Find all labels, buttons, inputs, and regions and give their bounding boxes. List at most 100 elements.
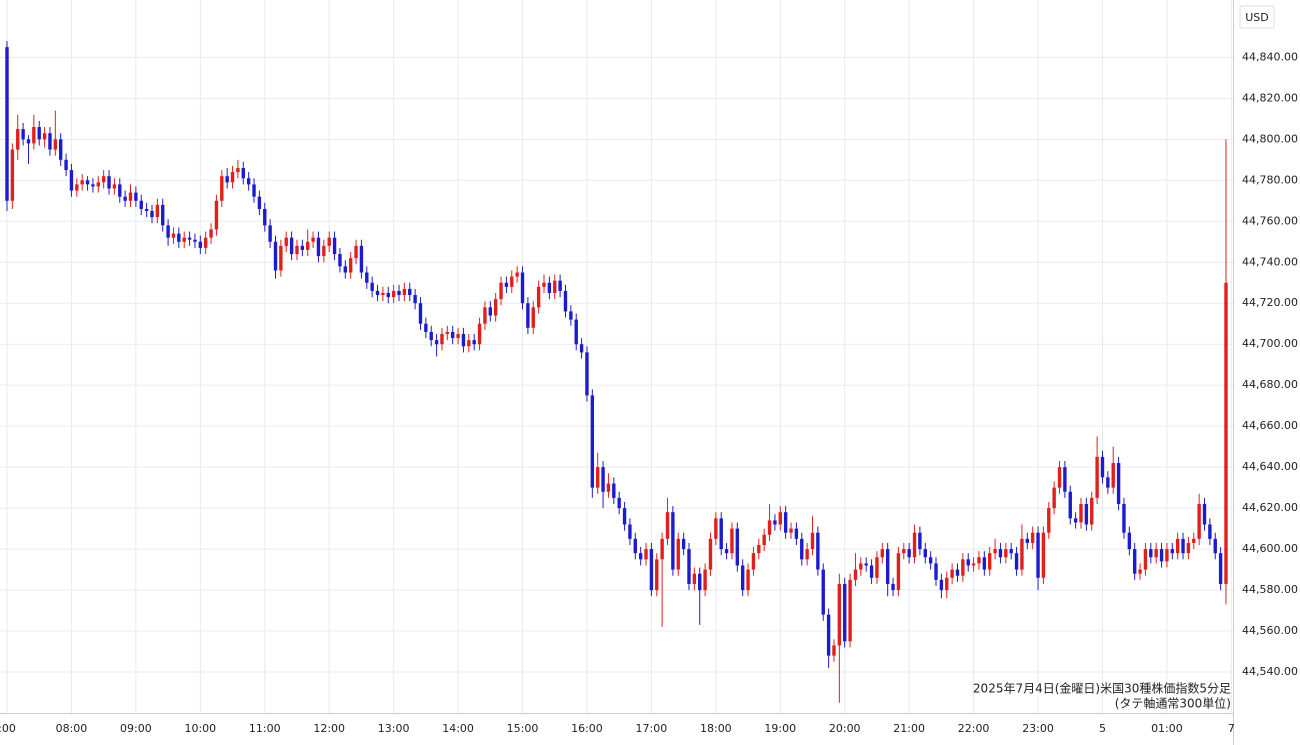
candle-body [837,583,842,646]
candle-body [928,557,933,564]
candle-body [316,237,321,257]
candle-body [236,168,240,173]
candle-body [150,211,154,218]
candle-body [306,241,310,250]
candle-body [214,200,219,230]
x-tick-label: 11:00 [249,722,281,735]
candle-body [343,266,348,273]
candle-body [246,178,251,185]
candle-body [510,276,514,287]
candle-body [767,520,772,535]
candle-body [714,518,718,539]
candle-body [408,288,412,296]
candle-body [757,544,761,554]
candle-body [1047,508,1051,533]
candle-body [332,237,337,255]
candle-body [558,280,562,291]
candle-body [1014,553,1019,570]
x-tick-label: 17:00 [636,722,668,735]
candle-body [1192,538,1196,543]
candle-body [359,245,364,273]
x-tick-label: :00 [0,722,16,735]
x-tick-label: 5 [1099,722,1106,735]
candle-body [1165,549,1169,562]
candle-body [665,512,670,539]
candle-body [467,340,471,347]
candle-body [429,331,433,341]
candle-body [209,229,213,238]
candle-body [800,538,804,560]
y-tick-label: 44,840.00 [1242,50,1298,63]
candles [5,40,1228,703]
candle-body [649,549,654,591]
candle-body [91,184,95,187]
candle-body [762,534,766,545]
candle-body [161,204,165,226]
candle-body [289,237,294,255]
candle-body [1149,549,1153,558]
candle-body [220,176,224,201]
candle-body [638,553,643,560]
candle-body [869,565,874,578]
candle-body [1202,504,1207,525]
candle-body [563,290,568,312]
candle-body [1224,282,1228,584]
candle-body [225,176,229,183]
candle-body [596,467,600,488]
candle-body [1036,532,1040,578]
candle-body [451,331,455,339]
candle-body [134,192,138,201]
x-tick-label: 13:00 [378,722,410,735]
candle-body [816,532,820,570]
candle-body [1127,532,1132,550]
candle-body [526,303,530,328]
candle-body [971,563,976,566]
candle-body [945,577,949,591]
candle-body [203,237,208,248]
x-tick-label: 15:00 [507,722,539,735]
candle-body [75,184,79,191]
annotation: 2025年7月4日(金曜日)米国30種株価指数5分足 [973,681,1231,696]
candle-body [397,290,401,296]
candle-body [257,196,262,209]
x-tick-label: 23:00 [1022,722,1054,735]
candle-body [440,333,444,345]
candle-body [1057,467,1062,488]
y-tick-label: 44,740.00 [1242,255,1298,268]
candle-body [821,569,825,615]
y-tick-label: 44,580.00 [1242,583,1298,596]
candle-body [1009,549,1013,554]
candle-body [1084,504,1089,525]
candle-body [434,340,439,345]
candle-body [370,282,374,291]
candle-body [681,538,686,550]
candle-body [112,184,117,189]
candle-body [993,549,997,554]
candle-body [386,292,390,298]
candle-body [977,557,981,564]
candle-body [413,295,417,304]
candle-body [354,245,358,259]
candle-body [64,159,68,171]
candle-body [633,538,637,554]
candle-body [59,139,63,160]
candle-body [155,204,160,218]
x-tick-label: 20:00 [829,722,861,735]
candle-body [961,559,965,576]
candle-body [16,129,20,150]
candle-body [939,579,944,591]
candle-body [520,272,525,304]
candle-body [1213,538,1217,554]
candle-body [644,549,648,560]
candle-body [42,133,47,140]
candle-body [1020,538,1024,570]
candle-body [875,557,879,578]
candle-body [1106,477,1110,488]
candle-body [295,245,299,255]
candle-body [923,549,927,558]
candle-body [128,192,133,201]
candle-body [826,614,831,656]
candle-body [1218,553,1223,584]
candle-body [1004,549,1008,558]
candle-body [171,233,176,238]
